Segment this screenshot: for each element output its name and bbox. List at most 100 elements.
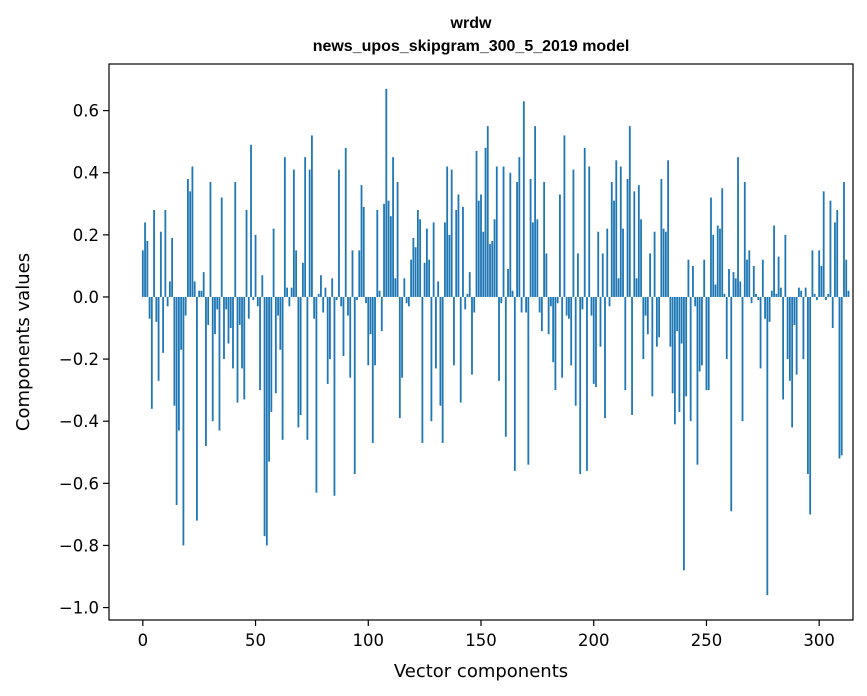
bar-105 xyxy=(378,290,381,297)
bar-268 xyxy=(746,259,748,297)
bar-59 xyxy=(274,296,277,394)
bar-137 xyxy=(450,169,453,297)
bar-28 xyxy=(205,296,207,447)
bar-128 xyxy=(430,296,433,422)
bar-133 xyxy=(441,296,444,443)
bar-21 xyxy=(189,191,192,297)
bar-103 xyxy=(374,296,376,366)
bar-57 xyxy=(270,296,273,412)
bar-217 xyxy=(631,296,633,415)
bar-213 xyxy=(622,228,624,297)
bar-58 xyxy=(272,228,275,297)
x-tick-label: 100 xyxy=(353,631,385,650)
bar-149 xyxy=(477,200,480,297)
bar-141 xyxy=(459,296,462,403)
bar-273 xyxy=(757,296,760,301)
bar-284 xyxy=(782,296,785,400)
bar-248 xyxy=(701,296,703,366)
bar-67 xyxy=(292,169,295,297)
bar-182 xyxy=(552,296,555,363)
bar-90 xyxy=(344,147,347,297)
bar-199 xyxy=(590,296,593,316)
bar-62 xyxy=(281,296,284,440)
bar-148 xyxy=(475,150,478,297)
bar-82 xyxy=(326,296,329,384)
bar-27 xyxy=(202,272,205,297)
bar-275 xyxy=(761,259,764,297)
bar-250 xyxy=(705,296,708,391)
bar-42 xyxy=(236,296,239,403)
bar-98 xyxy=(362,206,365,297)
bar-235 xyxy=(671,296,674,394)
bar-193 xyxy=(577,253,579,297)
bar-192 xyxy=(574,296,577,406)
y-axis-label: Components values xyxy=(13,253,34,431)
x-axis: 0 50 100 150 200 250 300 xyxy=(138,620,835,650)
bar-31 xyxy=(211,296,214,422)
x-tick-label: 50 xyxy=(245,631,266,650)
bar-207 xyxy=(608,296,611,307)
bar-211 xyxy=(617,278,620,297)
bar-126 xyxy=(425,228,428,297)
bar-95 xyxy=(356,296,358,301)
bar-245 xyxy=(694,296,697,307)
bar-237 xyxy=(676,296,679,332)
bar-224 xyxy=(646,296,649,335)
bar-289 xyxy=(793,296,796,325)
bar-123 xyxy=(419,219,422,297)
bar-115 xyxy=(401,296,403,378)
bar-228 xyxy=(655,296,658,347)
bar-140 xyxy=(457,194,460,297)
bar-164 xyxy=(511,290,514,297)
bar-251 xyxy=(707,296,710,391)
bar-257 xyxy=(721,188,724,297)
bar-265 xyxy=(739,281,742,297)
bar-216 xyxy=(628,126,631,297)
bar-89 xyxy=(342,296,345,356)
bar-108 xyxy=(385,88,388,297)
bar-97 xyxy=(360,185,363,297)
bar-276 xyxy=(764,296,766,319)
bar-305 xyxy=(829,200,832,297)
bar-227 xyxy=(653,231,656,297)
bar-1 xyxy=(144,222,146,297)
bar-25 xyxy=(198,290,201,297)
bar-9 xyxy=(162,296,165,353)
bar-151 xyxy=(482,231,485,297)
bar-254 xyxy=(714,284,717,297)
bar-287 xyxy=(788,296,791,381)
bar-236 xyxy=(673,296,676,425)
bar-203 xyxy=(599,296,602,347)
bar-45 xyxy=(243,296,246,400)
bar-256 xyxy=(719,228,721,297)
bar-204 xyxy=(601,253,604,297)
bar-41 xyxy=(234,182,237,297)
bar-0 xyxy=(141,250,144,297)
bar-170 xyxy=(525,296,527,313)
bar-85 xyxy=(333,296,336,496)
bar-107 xyxy=(383,203,385,297)
bar-252 xyxy=(710,197,712,297)
bar-295 xyxy=(807,296,809,475)
bar-312 xyxy=(845,259,848,297)
bar-181 xyxy=(549,296,552,307)
bar-86 xyxy=(335,296,338,301)
bar-205 xyxy=(604,296,606,419)
bar-94 xyxy=(353,296,356,475)
y-tick-label: 0.4 xyxy=(73,164,99,183)
bar-174 xyxy=(534,126,537,297)
bar-240 xyxy=(683,296,685,571)
bar-64 xyxy=(286,287,289,297)
bar-56 xyxy=(268,296,270,462)
y-tick-label: −0.8 xyxy=(59,536,99,555)
bar-138 xyxy=(453,296,455,366)
chart-subtitle: news_upos_skipgram_300_5_2019 model xyxy=(313,38,630,55)
bar-93 xyxy=(351,250,354,297)
bar-11 xyxy=(166,296,169,307)
bar-15 xyxy=(175,296,178,506)
bar-202 xyxy=(597,231,600,297)
bar-135 xyxy=(446,166,449,297)
bar-260 xyxy=(728,269,730,297)
bar-253 xyxy=(712,234,715,297)
bar-188 xyxy=(565,296,568,316)
